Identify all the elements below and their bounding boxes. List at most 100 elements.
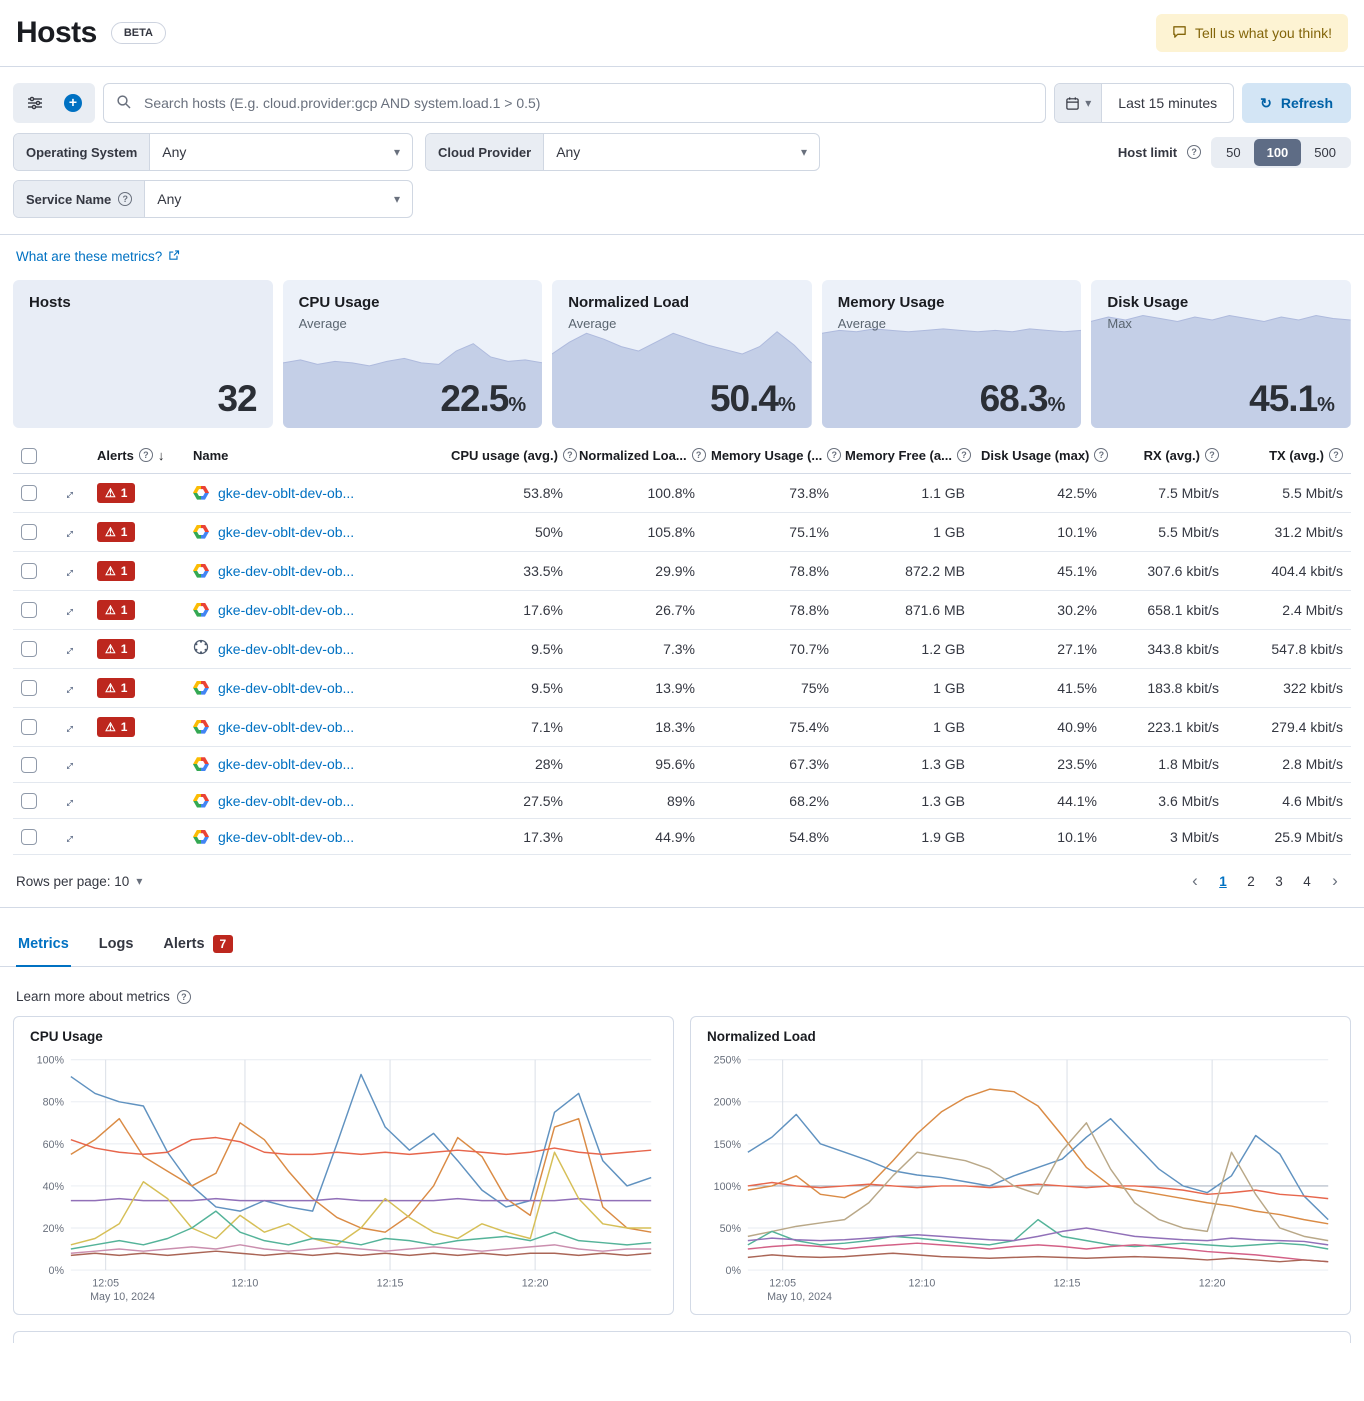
alert-badge[interactable]: ⚠ 1: [97, 677, 136, 698]
expand-row-icon[interactable]: ↔: [57, 753, 79, 775]
previous-page-icon[interactable]: ‹: [1192, 871, 1198, 891]
refresh-button[interactable]: ↻ Refresh: [1242, 83, 1351, 123]
host-name-link[interactable]: gke-dev-oblt-dev-ob...: [218, 718, 355, 735]
expand-row-icon[interactable]: ↔: [57, 789, 79, 812]
column-header-button[interactable]: RX (avg.)?: [1144, 448, 1219, 463]
alerts-count-badge: 7: [212, 935, 234, 954]
host-limit-option-50[interactable]: 50: [1226, 144, 1241, 160]
info-icon: ?: [827, 448, 842, 463]
column-header-button[interactable]: Disk Usage (max)?: [981, 448, 1109, 463]
host-name-link[interactable]: gke-dev-oblt-dev-ob...: [218, 601, 355, 618]
feedback-button[interactable]: Tell us what you think!: [1156, 14, 1348, 52]
chevron-down-icon: ▾: [800, 145, 807, 159]
kpi-value: 45.1%: [1249, 378, 1335, 419]
learn-more-metrics-link[interactable]: Learn more about metrics ?: [16, 989, 191, 1004]
column-header-button[interactable]: TX (avg.)?: [1269, 448, 1343, 463]
column-header-button[interactable]: Normalized Loa...?: [579, 448, 706, 463]
rx-cell: 658.1 kbit/s: [1105, 590, 1227, 630]
alert-badge[interactable]: ⚠ 1: [97, 638, 136, 659]
alert-count: 1: [120, 563, 128, 578]
checkbox-cell: [13, 590, 53, 630]
expand-row-icon[interactable]: ↔: [57, 559, 79, 582]
cloud-provider-select[interactable]: Any ▾: [544, 134, 819, 170]
host-name-link[interactable]: gke-dev-oblt-dev-ob...: [218, 756, 355, 773]
column-header-button[interactable]: Name: [193, 448, 228, 463]
normalized-load-cell: 105.8%: [571, 512, 703, 552]
row-checkbox[interactable]: [21, 793, 37, 810]
column-header-button[interactable]: CPU usage (avg.)?: [451, 448, 577, 463]
disk-usage-cell: 10.1%: [973, 512, 1105, 552]
row-checkbox[interactable]: [21, 485, 37, 502]
cpu-usage-chart[interactable]: 0% 20% 40% 60% 80% 100% 12:05 12:10 12:15 12:20 Ma…: [28, 1050, 659, 1307]
select-all-checkbox[interactable]: [21, 447, 37, 464]
alert-badge[interactable]: ⚠ 1: [97, 521, 136, 542]
search-input[interactable]: [142, 94, 1034, 112]
column-label: Alerts: [97, 447, 134, 463]
host-name-link[interactable]: gke-dev-oblt-dev-ob...: [218, 640, 355, 657]
host-name-link[interactable]: gke-dev-oblt-dev-ob...: [218, 679, 355, 696]
operating-system-select[interactable]: Any ▾: [150, 134, 412, 170]
kpi-subtitle: Average: [837, 316, 886, 331]
page-3[interactable]: 3: [1275, 873, 1283, 889]
host-name-link[interactable]: gke-dev-oblt-dev-ob...: [218, 828, 355, 845]
expand-row-icon[interactable]: ↔: [57, 826, 79, 848]
normalized-load-chart[interactable]: 0% 50% 100% 150% 200% 250% 12:05 12:10 12:15 12:2…: [705, 1050, 1336, 1307]
row-checkbox[interactable]: [21, 719, 37, 736]
kpi-value: 50.4%: [709, 378, 796, 419]
expand-row-icon[interactable]: ↔: [57, 481, 79, 504]
table-row: ↔ ⚠ 1 gke-dev-oblt-dev-ob... 7.1% 18.3% 75.4% 1…: [13, 707, 1351, 747]
kpi-head: Memory Usage Average: [838, 294, 945, 331]
expand-row-icon[interactable]: ↔: [57, 598, 79, 621]
warning-icon: ⚠: [105, 485, 116, 500]
column-header-button[interactable]: Alerts? ↓: [97, 448, 164, 463]
expand-row-icon[interactable]: ↔: [57, 637, 79, 660]
service-name-select[interactable]: Any ▾: [145, 181, 412, 217]
column-header-normalized-loa-: Normalized Loa...?: [571, 438, 706, 474]
table-body: ↔ ⚠ 1 gke-dev-oblt-dev-ob... 53.8% 100.8% 73.8…: [13, 473, 1351, 856]
alert-badge[interactable]: ⚠ 1: [97, 599, 136, 620]
column-header-memory-usage-: Memory Usage (...?: [703, 438, 842, 474]
host-name-link[interactable]: gke-dev-oblt-dev-ob...: [218, 484, 355, 501]
tab-metrics[interactable]: Metrics: [16, 924, 71, 968]
expand-row-icon[interactable]: ↔: [57, 715, 79, 738]
alert-badge[interactable]: ⚠ 1: [97, 482, 136, 503]
row-checkbox[interactable]: [21, 563, 37, 580]
page-1[interactable]: 1: [1219, 873, 1227, 889]
kpi-title: Memory Usage: [837, 294, 945, 311]
tab-alerts[interactable]: Alerts 7: [161, 924, 235, 967]
expand-row-icon[interactable]: ↔: [57, 520, 79, 543]
tx-cell: 31.2 Mbit/s: [1227, 512, 1351, 552]
calendar-button[interactable]: ▾: [1055, 84, 1103, 122]
time-range-button[interactable]: Last 15 minutes: [1118, 95, 1218, 111]
rx-cell: 183.8 kbit/s: [1105, 668, 1227, 708]
host-name-link[interactable]: gke-dev-oblt-dev-ob...: [218, 792, 355, 809]
rows-per-page-button[interactable]: Rows per page: 10 ▾: [16, 874, 142, 889]
host-limit-option-500[interactable]: 500: [1314, 144, 1336, 160]
alert-badge[interactable]: ⚠ 1: [97, 560, 136, 581]
filter-icon[interactable]: [18, 87, 52, 119]
column-header-button[interactable]: Memory Usage (...?: [711, 448, 842, 463]
alert-badge[interactable]: ⚠ 1: [97, 716, 136, 737]
what-are-these-metrics-link[interactable]: What are these metrics?: [16, 249, 180, 264]
expand-row-icon[interactable]: ↔: [57, 676, 79, 699]
host-limit-option-100[interactable]: 100: [1253, 138, 1302, 166]
tab-logs[interactable]: Logs: [97, 924, 136, 967]
page-2[interactable]: 2: [1247, 873, 1255, 889]
column-header-button[interactable]: Memory Free (a...?: [845, 448, 971, 463]
row-checkbox[interactable]: [21, 602, 37, 619]
host-name-link[interactable]: gke-dev-oblt-dev-ob...: [218, 523, 355, 540]
svg-text:150%: 150%: [714, 1139, 742, 1151]
add-filter-button[interactable]: +: [56, 87, 90, 119]
row-checkbox[interactable]: [21, 641, 37, 658]
host-name-link[interactable]: gke-dev-oblt-dev-ob...: [218, 562, 355, 579]
name-cell: gke-dev-oblt-dev-ob...: [185, 590, 443, 630]
row-checkbox[interactable]: [21, 829, 37, 846]
row-checkbox[interactable]: [21, 524, 37, 541]
row-checkbox[interactable]: [21, 756, 37, 773]
checkbox-cell: [13, 629, 53, 669]
column-label: CPU usage (avg.): [451, 447, 558, 463]
tab-label: Metrics: [18, 936, 69, 953]
row-checkbox[interactable]: [21, 680, 37, 697]
next-page-icon[interactable]: ›: [1332, 871, 1338, 891]
page-4[interactable]: 4: [1303, 873, 1311, 889]
